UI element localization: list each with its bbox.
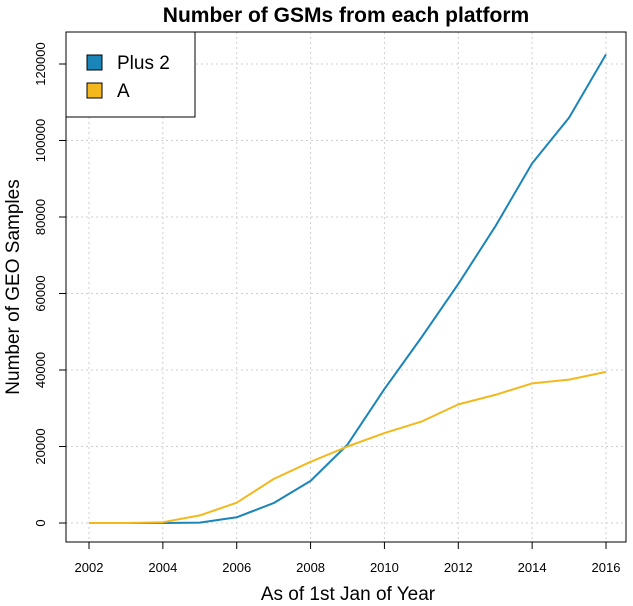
- legend-label-plus-2: Plus 2: [117, 53, 170, 74]
- x-tick-label: 2002: [75, 560, 104, 575]
- y-tick-label: 20000: [33, 428, 48, 464]
- y-tick-label: 100000: [33, 119, 48, 162]
- y-axis-label: Number of GEO Samples: [3, 179, 24, 394]
- legend-box: [65, 31, 196, 118]
- y-axis: 0 20000 40000 60000 80000 100000 120000: [33, 42, 66, 527]
- y-tick-label: 80000: [33, 199, 48, 235]
- x-tick-label: 2006: [222, 560, 251, 575]
- y-tick-label: 60000: [33, 275, 48, 311]
- series-line-plus-2: [89, 53, 607, 524]
- x-tick-label: 2008: [296, 560, 325, 575]
- x-axis: 2002 2004 2006 2008 2010 2012 2014 2016: [75, 542, 621, 575]
- series-line-a: [89, 370, 607, 524]
- x-axis-label: As of 1st Jan of Year: [261, 584, 436, 605]
- y-tick-label: 40000: [33, 352, 48, 388]
- x-tick-label: 2014: [518, 560, 547, 575]
- legend-swatch-plus-2: [86, 54, 103, 71]
- x-tick-label: 2016: [592, 560, 621, 575]
- y-tick-label: 120000: [33, 42, 48, 85]
- legend: Plus 2 A: [65, 31, 196, 118]
- series-lines: [89, 53, 607, 524]
- chart-title: Number of GSMs from each platform: [163, 4, 529, 27]
- gridlines: [66, 32, 626, 542]
- x-tick-label: 2012: [444, 560, 473, 575]
- legend-swatch-a: [86, 82, 103, 99]
- x-tick-label: 2010: [370, 560, 399, 575]
- plot-frame: [65, 31, 627, 543]
- y-tick-label: 0: [33, 519, 48, 526]
- legend-label-a: A: [117, 81, 130, 102]
- x-tick-label: 2004: [148, 560, 177, 575]
